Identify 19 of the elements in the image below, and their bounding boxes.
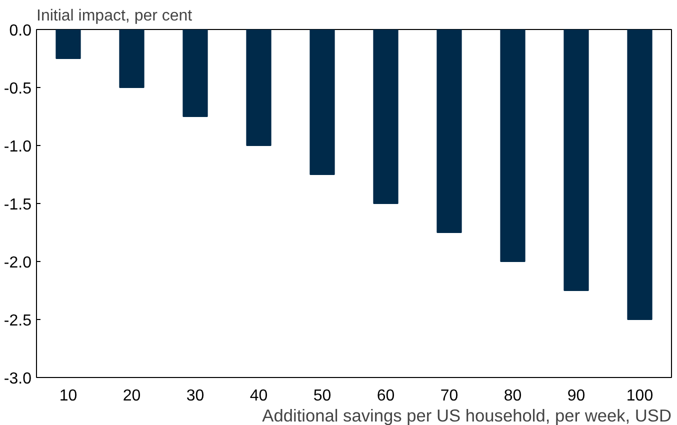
y-tick-label: -2.0 <box>4 254 32 272</box>
y-tick-label: -1.0 <box>4 138 32 156</box>
x-tick-label: 30 <box>186 388 204 404</box>
y-tick-label: -3.0 <box>4 370 32 388</box>
x-tick-label: 80 <box>504 388 522 404</box>
x-tick-label: 90 <box>567 388 586 404</box>
x-tick-label: 100 <box>626 388 654 404</box>
y-tick-label: -2.5 <box>4 312 32 330</box>
y-tick-label: 0.0 <box>9 22 32 40</box>
x-tick-label: 10 <box>59 388 78 404</box>
x-tick-label: 20 <box>122 388 141 404</box>
y-tick-label: -0.5 <box>4 80 32 98</box>
x-tick-label: 70 <box>440 388 458 404</box>
y-tick-label: -1.5 <box>4 196 32 214</box>
x-tick-label: 40 <box>250 388 268 404</box>
x-tick-label: 50 <box>313 388 332 404</box>
x-axis-title: Additional savings per US household, per week, USD <box>262 406 672 425</box>
x-tick-label: 60 <box>376 388 395 404</box>
chart-title: Initial impact, per cent <box>36 8 193 24</box>
